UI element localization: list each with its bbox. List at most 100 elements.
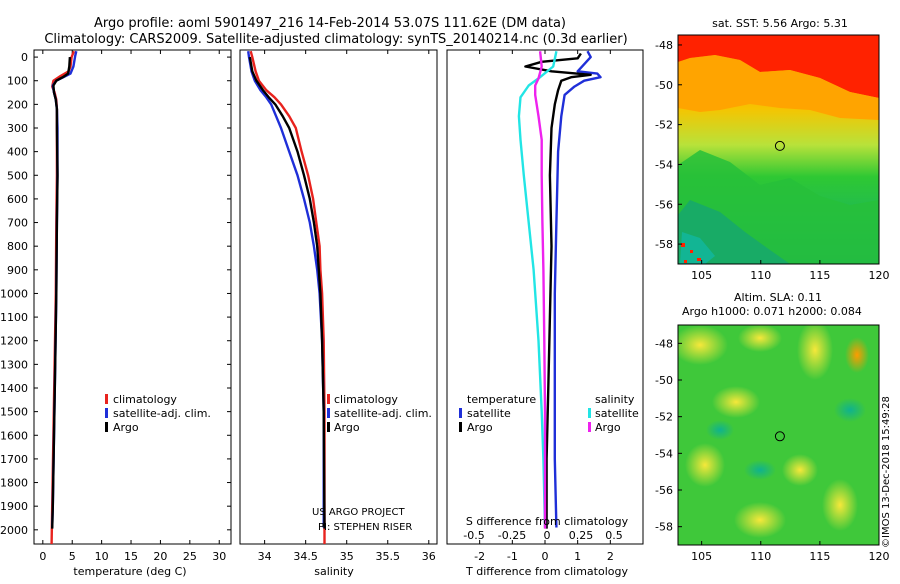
legend-swatch-s-argo — [588, 422, 591, 432]
legend-label-climatology: climatology — [334, 393, 398, 406]
sst-gap-3 — [697, 258, 701, 261]
map-y-tick-label: -50 — [655, 79, 673, 92]
depth-tick-label: 1100 — [0, 311, 28, 324]
map-y-tick-label: -58 — [655, 238, 673, 251]
project-credit-1: US ARGO PROJECT — [312, 507, 406, 518]
sst-map-frame — [677, 34, 880, 265]
sst-map-title: sat. SST: 5.56 Argo: 5.31 — [712, 17, 848, 30]
sla-high-5 — [685, 443, 725, 487]
legend-swatch-t-argo — [459, 422, 462, 432]
sla-map-title-2: Argo h1000: 0.071 h2000: 0.084 — [682, 305, 862, 318]
map-y-tick-label: -54 — [655, 447, 673, 460]
salinity-panel: 34 34.5 35 35.5 36 salinity climatology sate… — [239, 49, 438, 578]
sla-peak — [845, 337, 869, 373]
map-y-tick-label: -52 — [655, 119, 673, 132]
sla-profile-location — [774, 431, 785, 442]
depth-tick-label: 100 — [7, 75, 28, 88]
series-argo — [248, 56, 326, 529]
imos-credit: ©IMOS 13-Dec-2018 15:49:28 — [881, 396, 892, 548]
legend-label-satellite: satellite-adj. clim. — [334, 407, 432, 420]
legend-label-s-argo: Argo — [595, 421, 621, 434]
x-tick-label: 1 — [574, 550, 581, 563]
project-credit-2: PI: STEPHEN RISER — [318, 522, 412, 533]
x-tick-label: 0 — [542, 550, 549, 563]
depth-tick-label: 900 — [7, 264, 28, 277]
x-tick-label: 15 — [124, 550, 138, 563]
sla-high-3 — [797, 325, 833, 380]
x-tick-label: 34 — [258, 550, 272, 563]
sla-field — [678, 325, 879, 545]
map-y-tick-label: -50 — [655, 374, 673, 387]
legend-label-argo: Argo — [113, 421, 139, 434]
depth-tick-label: 1200 — [0, 335, 28, 348]
series-s-argo — [534, 51, 547, 529]
sla-high-7 — [734, 502, 786, 538]
x-tick-label: -1 — [507, 550, 518, 563]
x-tick-label: -2 — [474, 550, 485, 563]
salinity-plot-area — [239, 49, 438, 545]
difference-x-axis: -2 -1 0 1 2 — [474, 50, 614, 563]
x-tick-label: 36 — [422, 550, 436, 563]
map-y-tick-label: -58 — [655, 521, 673, 534]
sst-gap-4 — [684, 260, 687, 263]
temperature-legend: climatology satellite-adj. clim. Argo — [105, 393, 211, 434]
map-y-tick-label: -56 — [655, 484, 673, 497]
depth-tick-label: 1900 — [0, 500, 28, 513]
salinity-x-axis: 34 34.5 35 35.5 36 — [258, 50, 436, 563]
map-x-tick-label: 105 — [691, 269, 712, 282]
s-difference-ticks: -0.5 -0.25 0 0.25 0.5 — [463, 529, 622, 542]
legend-label-argo: Argo — [334, 421, 360, 434]
x-tick-label: 5 — [69, 550, 76, 563]
sla-low-1 — [834, 398, 866, 422]
x-tick-label: 10 — [95, 550, 109, 563]
salinity-series — [247, 50, 326, 544]
depth-tick-label: 2000 — [0, 524, 28, 537]
temperature-x-label: temperature (deg C) — [73, 565, 186, 578]
x-tick-label: 30 — [212, 550, 226, 563]
sla-low-3 — [744, 460, 776, 480]
sst-profile-location — [774, 140, 785, 151]
map-x-tick-label: 105 — [691, 550, 712, 563]
depth-tick-label: 1400 — [0, 382, 28, 395]
sla-map: Altim. SLA: 0.11 Argo h1000: 0.071 h2000… — [655, 291, 889, 563]
legend-title-salinity: salinity — [595, 393, 635, 406]
map-x-tick-label: 115 — [809, 269, 830, 282]
s-difference-label: S difference from climatology — [466, 515, 629, 528]
depth-tick-label: 1000 — [0, 287, 28, 300]
x-tick-label: 25 — [183, 550, 197, 563]
map-x-tick-label: 110 — [750, 269, 771, 282]
s-tick-label: -0.25 — [498, 529, 526, 542]
x-tick-label: 20 — [153, 550, 167, 563]
sla-low-2 — [706, 420, 734, 440]
title-line-1: Argo profile: aoml 5901497_216 14-Feb-20… — [94, 16, 566, 31]
legend-swatch-climatology — [105, 394, 108, 404]
sla-high-1 — [678, 325, 728, 365]
difference-series — [517, 50, 602, 529]
map-x-tick-label: 120 — [869, 550, 890, 563]
legend-label-t-argo: Argo — [467, 421, 493, 434]
legend-label-t-satellite: satellite — [467, 407, 511, 420]
series-argo — [51, 57, 72, 529]
temperature-x-axis: 0 5 10 15 20 25 30 — [39, 50, 226, 563]
depth-tick-label: 400 — [7, 146, 28, 159]
depth-tick-label: 1800 — [0, 477, 28, 490]
x-tick-label: 35 — [340, 550, 354, 563]
sst-gap-1 — [681, 243, 685, 247]
map-y-tick-label: -48 — [655, 39, 673, 52]
sla-high-4 — [712, 386, 760, 418]
depth-tick-label: 700 — [7, 217, 28, 230]
difference-panel: -2 -1 0 1 2 S difference from climatology -0… — [446, 49, 644, 578]
legend-swatch-satellite — [327, 408, 330, 418]
legend-label-s-satellite: satellite — [595, 407, 639, 420]
temperature-series — [50, 50, 78, 545]
sst-field — [678, 35, 879, 264]
depth-tick-label: 1300 — [0, 358, 28, 371]
sla-high-8 — [822, 479, 858, 531]
difference-legend: temperature satellite Argo salinity sate… — [459, 393, 639, 434]
s-tick-label: 0 — [544, 529, 551, 542]
salinity-x-label: salinity — [314, 565, 354, 578]
legend-swatch-t-satellite — [459, 408, 462, 418]
x-tick-label: 34.5 — [293, 550, 318, 563]
s-tick-label: -0.5 — [463, 529, 484, 542]
